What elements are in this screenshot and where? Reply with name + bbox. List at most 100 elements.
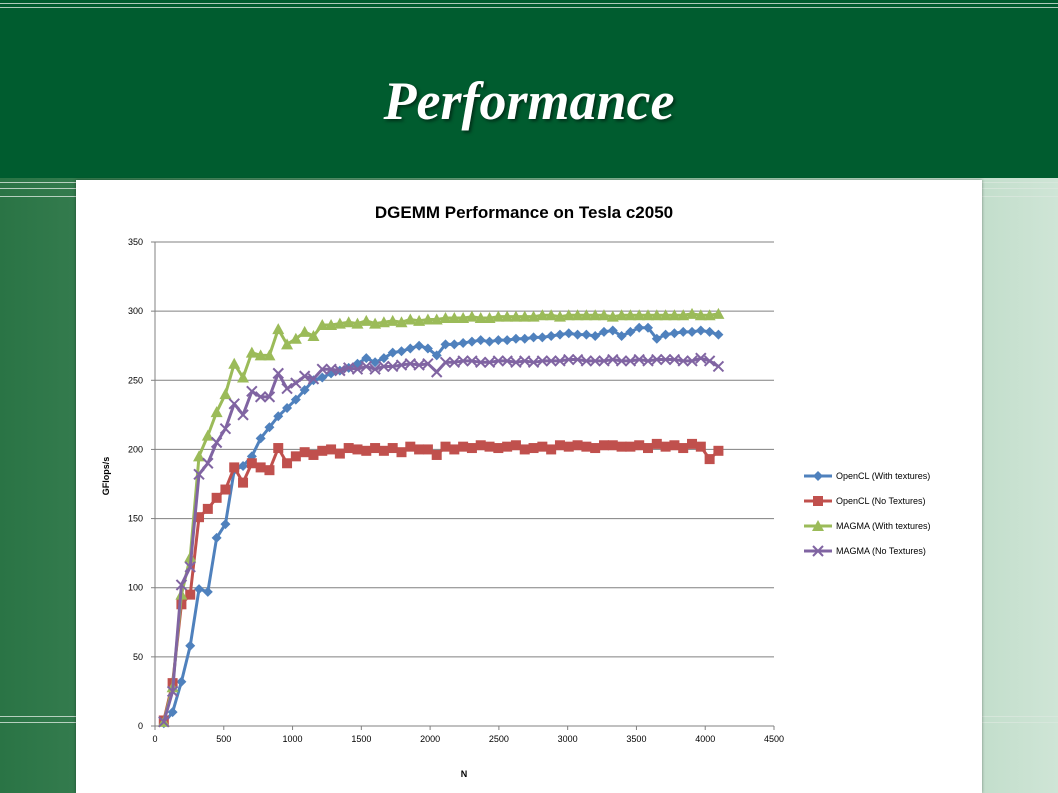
data-point — [607, 353, 619, 366]
legend-item: MAGMA (With textures) — [804, 520, 931, 531]
data-point — [298, 325, 311, 337]
x-axis-label: N — [461, 769, 468, 779]
data-point — [298, 370, 311, 382]
x-tick-label: 1500 — [351, 734, 371, 744]
x-tick-label: 500 — [216, 734, 231, 744]
data-point — [326, 444, 337, 455]
data-point — [813, 471, 823, 481]
data-point — [598, 355, 610, 367]
decor-line — [0, 7, 1058, 8]
data-point — [194, 512, 205, 523]
y-tick-label: 200 — [128, 444, 143, 454]
data-point — [342, 362, 355, 374]
data-point — [370, 357, 381, 368]
data-point — [519, 333, 530, 344]
data-point — [361, 445, 372, 456]
y-tick-label: 0 — [138, 721, 143, 731]
data-point — [678, 443, 689, 454]
data-point — [317, 372, 328, 383]
data-point-stroke — [633, 353, 645, 366]
data-point — [254, 349, 267, 361]
data-point — [396, 447, 407, 458]
data-point — [571, 353, 584, 366]
data-point — [650, 309, 663, 321]
data-point — [634, 322, 645, 333]
data-point — [255, 462, 266, 473]
data-point — [440, 441, 451, 452]
legend-label: OpenCL (No Textures) — [836, 496, 926, 506]
data-point — [589, 309, 602, 321]
data-point — [546, 331, 557, 342]
data-point — [184, 561, 196, 573]
x-tick-label: 3000 — [558, 734, 578, 744]
data-point — [695, 352, 707, 364]
data-point — [449, 339, 460, 350]
data-point-stroke — [351, 363, 364, 375]
data-point — [660, 441, 671, 452]
decor-line — [0, 3, 1058, 4]
y-tick-label: 250 — [128, 375, 143, 385]
data-point-stroke — [369, 363, 381, 375]
data-point — [290, 394, 301, 405]
x-tick-label: 3500 — [626, 734, 646, 744]
data-point-stroke — [703, 355, 716, 367]
data-point-stroke — [615, 355, 628, 367]
data-point — [378, 360, 390, 373]
y-tick-label: 300 — [128, 306, 143, 316]
data-point — [377, 316, 390, 328]
data-point — [334, 364, 346, 377]
data-point — [536, 309, 549, 321]
data-point — [333, 317, 346, 329]
data-point — [273, 411, 284, 422]
data-point — [202, 503, 213, 514]
data-point — [263, 349, 276, 361]
data-point-stroke — [510, 356, 522, 369]
data-point — [282, 402, 293, 413]
data-point-stroke — [466, 355, 478, 367]
data-point-stroke — [571, 353, 584, 366]
chart-title: DGEMM Performance on Tesla c2050 — [375, 203, 673, 222]
data-point — [290, 451, 301, 462]
data-point — [202, 586, 213, 597]
data-point — [334, 448, 345, 459]
legend-item: OpenCL (No Textures) — [804, 496, 926, 506]
data-point-stroke — [298, 370, 311, 382]
data-point — [281, 338, 294, 350]
data-point — [219, 422, 232, 435]
data-point — [299, 447, 310, 458]
data-point — [458, 441, 469, 452]
data-point — [325, 363, 337, 375]
data-point — [405, 441, 416, 452]
data-point — [448, 312, 461, 324]
data-point — [238, 461, 249, 472]
data-point — [687, 438, 698, 449]
data-point — [264, 465, 275, 476]
data-point — [545, 355, 557, 367]
data-point — [439, 312, 452, 324]
data-point — [492, 355, 505, 367]
data-point — [695, 325, 706, 336]
data-point — [501, 310, 514, 322]
series-line — [162, 326, 719, 725]
data-point — [624, 355, 637, 367]
legend-label: OpenCL (With textures) — [836, 471, 930, 481]
data-point — [387, 443, 398, 454]
data-point — [466, 355, 478, 367]
axes — [151, 241, 775, 730]
data-point-stroke — [281, 382, 293, 395]
data-point — [386, 314, 399, 326]
x-tick-label: 0 — [152, 734, 157, 744]
data-point — [642, 322, 653, 333]
series-line — [162, 356, 720, 723]
data-point — [659, 309, 672, 321]
data-point — [317, 445, 328, 456]
data-point — [625, 441, 636, 452]
data-point — [201, 429, 214, 441]
x-tick-label: 1000 — [283, 734, 303, 744]
data-point-stroke — [360, 360, 372, 373]
data-point-stroke — [219, 422, 232, 435]
data-point — [316, 318, 329, 330]
data-point — [176, 676, 187, 687]
data-point — [642, 355, 654, 367]
data-point — [537, 332, 548, 343]
